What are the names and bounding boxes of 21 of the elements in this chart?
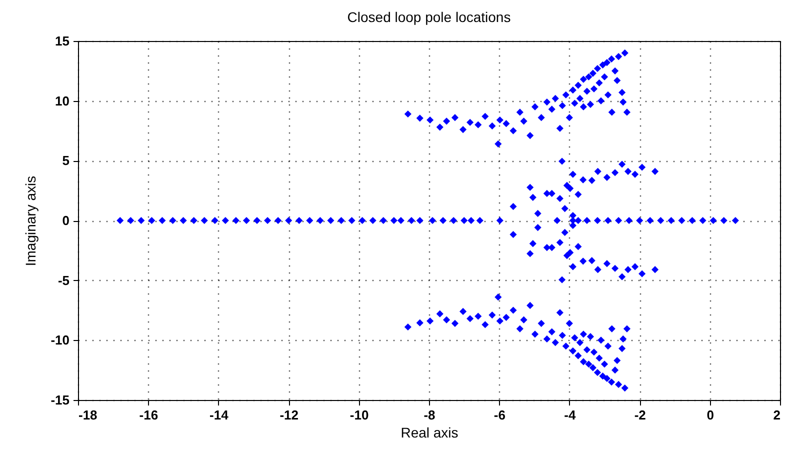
x-tick-label: -16	[139, 408, 158, 422]
x-tick-label: -4	[564, 408, 576, 422]
x-tick-label: -14	[210, 408, 230, 422]
chart-title: Closed loop pole locations	[347, 9, 511, 25]
x-tick-label: -8	[424, 408, 436, 422]
x-tick-label: -2	[634, 408, 646, 422]
x-tick-label: -12	[280, 408, 298, 422]
y-tick-label: -15	[50, 392, 70, 408]
x-tick-label: -10	[350, 408, 369, 422]
y-tick-label: 0	[62, 213, 70, 228]
x-tick-label: -18	[78, 408, 98, 422]
y-tick-label: 15	[55, 34, 70, 48]
y-axis-title: Imaginary axis	[22, 176, 39, 266]
x-tick-label: 0	[706, 408, 714, 422]
y-tick-label: 5	[62, 153, 70, 168]
y-tick-label: -5	[58, 272, 70, 288]
y-tick-label: 10	[55, 93, 70, 108]
y-tick-label: -10	[50, 332, 70, 348]
x-tick-label: 2	[773, 408, 780, 422]
x-axis-title: Real axis	[400, 424, 458, 440]
x-tick-label: -6	[494, 408, 506, 422]
